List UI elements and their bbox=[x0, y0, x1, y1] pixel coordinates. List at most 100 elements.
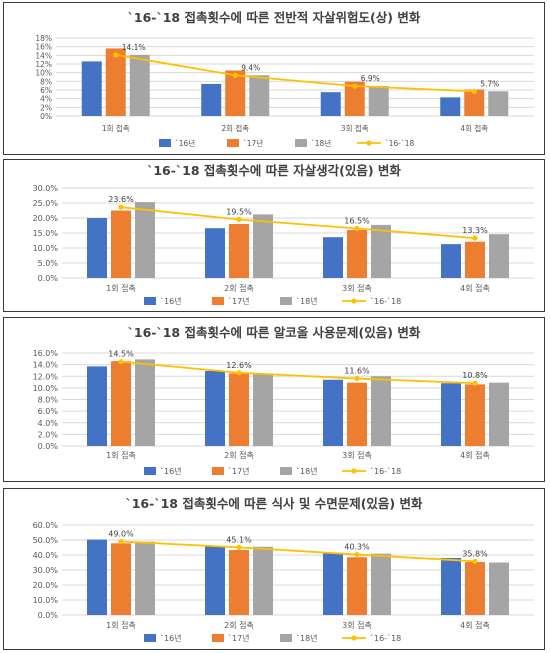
x-category-label: 2회 접촉 bbox=[224, 620, 254, 630]
legend-label: `18년 bbox=[296, 633, 318, 643]
legend-label: `17년 bbox=[243, 138, 263, 148]
y-tick-label: 15.0% bbox=[33, 229, 59, 238]
legend-swatch bbox=[212, 634, 224, 642]
bar-16 bbox=[87, 218, 107, 278]
trend-point bbox=[118, 204, 124, 210]
y-tick-label: 40.0% bbox=[33, 551, 59, 560]
trend-data-label: 14.1% bbox=[122, 43, 146, 52]
x-category-label: 3회 접촉 bbox=[342, 450, 372, 460]
bar-16 bbox=[81, 61, 102, 116]
legend-label: `17년 bbox=[228, 296, 250, 306]
trend-point bbox=[354, 375, 360, 382]
legend-swatch bbox=[280, 634, 292, 642]
trend-data-label: 49.0% bbox=[108, 530, 134, 539]
bar-18 bbox=[135, 202, 155, 278]
y-tick-label: 0.0% bbox=[38, 274, 59, 283]
x-category-label: 4회 접촉 bbox=[460, 450, 490, 460]
bar-17 bbox=[111, 210, 131, 278]
y-tick-label: 20.0% bbox=[33, 581, 59, 590]
legend-label: `16-`18 bbox=[370, 633, 401, 643]
bar-17 bbox=[111, 361, 131, 446]
legend-swatch bbox=[144, 634, 156, 642]
trend-data-label: 5.7% bbox=[480, 79, 499, 88]
trend-line bbox=[115, 54, 475, 93]
trend-point bbox=[118, 359, 124, 365]
trend-line bbox=[120, 360, 476, 385]
trend-point bbox=[352, 83, 358, 89]
trend-line bbox=[120, 540, 476, 563]
chart-title: `16-`18 접촉횟수에 따른 알코올 사용문제(있음) 변화 bbox=[128, 325, 421, 340]
legend-swatch bbox=[280, 297, 292, 305]
bar-18 bbox=[371, 376, 391, 446]
legend-label: `16년 bbox=[160, 296, 182, 306]
bar-16 bbox=[441, 244, 461, 278]
y-tick-label: 16% bbox=[35, 43, 52, 52]
legend-label: `16-`18 bbox=[385, 139, 415, 148]
legend-label: `16년 bbox=[175, 138, 195, 148]
bar-18 bbox=[249, 75, 270, 116]
chart-title: `16-`18 접촉횟수에 따른 식사 및 수면문제(있음) 변화 bbox=[125, 496, 423, 511]
y-tick-label: 20.0% bbox=[33, 214, 59, 223]
trend-data-label: 16.5% bbox=[344, 217, 370, 226]
trend-point bbox=[118, 538, 124, 545]
legend-label: `18년 bbox=[296, 296, 318, 306]
bar-18 bbox=[253, 214, 273, 278]
bar-16 bbox=[441, 558, 461, 615]
bar-18 bbox=[489, 234, 509, 278]
bar-18 bbox=[135, 359, 155, 446]
trend-point bbox=[471, 88, 477, 94]
chart-panel-suicide-risk: `16-`18 접촉횟수에 따른 전반적 자살위험도(상) 변화 0% 2% 4% 6%… bbox=[3, 2, 545, 155]
bar-16 bbox=[205, 228, 225, 278]
trend-point bbox=[232, 72, 238, 78]
y-tick-label: 30.0% bbox=[33, 566, 59, 575]
y-tick-label: 16.0% bbox=[33, 349, 59, 358]
x-category-label: 3회 접촉 bbox=[341, 124, 369, 133]
y-tick-label: 12.0% bbox=[33, 372, 59, 381]
legend-swatch bbox=[212, 467, 224, 475]
y-tick-label: 0.0% bbox=[38, 611, 59, 620]
bar-17 bbox=[347, 557, 367, 615]
x-category-label: 2회 접촉 bbox=[224, 450, 254, 460]
bar-18 bbox=[488, 91, 509, 116]
legend-swatch bbox=[295, 139, 307, 147]
trend-data-label: 10.8% bbox=[462, 371, 488, 380]
bar-16 bbox=[205, 546, 225, 615]
legend-point-swatch bbox=[351, 635, 357, 641]
bar-18 bbox=[253, 373, 273, 446]
x-category-label: 1회 접촉 bbox=[106, 450, 136, 460]
y-tick-label: 10.0% bbox=[33, 244, 59, 253]
y-tick-label: 10% bbox=[35, 69, 52, 78]
chart-svg-eating-sleep-problem: `16-`18 접촉횟수에 따른 식사 및 수면문제(있음) 변화 0.0% 10.… bbox=[33, 496, 534, 643]
y-tick-label: 8% bbox=[40, 77, 52, 86]
y-tick-label: 10.0% bbox=[33, 384, 59, 393]
y-tick-label: 18% bbox=[35, 34, 52, 43]
trend-data-label: 40.3% bbox=[344, 543, 370, 552]
bar-18 bbox=[129, 54, 150, 116]
bar-16 bbox=[201, 83, 222, 116]
x-category-label: 1회 접촉 bbox=[106, 620, 136, 630]
bar-18 bbox=[489, 382, 509, 446]
y-tick-label: 0.0% bbox=[38, 442, 59, 451]
chart-panel-suicidal-ideation: `16-`18 접촉횟수에 따른 자살생각(있음) 변화 0.0% 5.0% 10.0… bbox=[3, 159, 545, 312]
chart-svg-suicide-risk: `16-`18 접촉횟수에 따른 전반적 자살위험도(상) 변화 0%2%4%6%… bbox=[35, 10, 534, 148]
bar-18 bbox=[371, 224, 391, 278]
trend-point bbox=[113, 52, 119, 58]
bar-17 bbox=[465, 562, 485, 615]
bar-17 bbox=[464, 89, 485, 116]
trend-data-label: 35.8% bbox=[462, 549, 488, 558]
y-tick-label: 2.0% bbox=[38, 430, 59, 439]
bar-16 bbox=[320, 92, 341, 116]
bar-18 bbox=[253, 546, 273, 615]
trend-data-label: 11.6% bbox=[344, 367, 370, 376]
x-category-label: 1회 접촉 bbox=[106, 283, 136, 293]
trend-data-label: 6.9% bbox=[361, 74, 380, 83]
trend-point bbox=[236, 370, 242, 376]
trend-data-label: 19.5% bbox=[226, 208, 252, 217]
bar-17 bbox=[111, 543, 131, 615]
y-tick-label: 4% bbox=[40, 95, 52, 104]
legend-swatch bbox=[227, 139, 239, 147]
legend-label: `17년 bbox=[228, 633, 250, 643]
x-category-label: 4회 접촉 bbox=[460, 124, 488, 133]
trend-data-label: 45.1% bbox=[226, 535, 252, 544]
x-category-label: 4회 접촉 bbox=[460, 283, 490, 293]
